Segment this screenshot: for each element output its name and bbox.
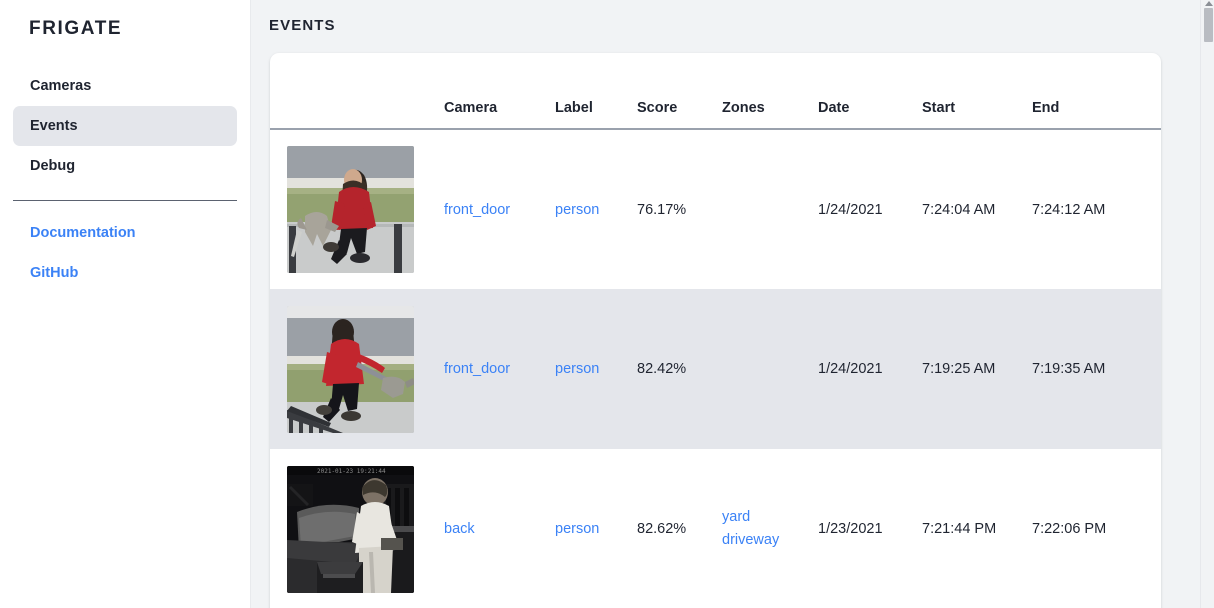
event-camera-link[interactable]: front_door: [444, 201, 511, 218]
event-date-cell: 1/23/2021: [818, 521, 883, 537]
table-row[interactable]: front_door person 82.42% 1/24/2021 7:19:…: [270, 289, 1161, 449]
event-thumbnail-cell: [270, 129, 444, 289]
sidebar-item-debug[interactable]: Debug: [13, 146, 237, 186]
event-label-link[interactable]: person: [555, 521, 600, 537]
event-label-cell: person: [555, 129, 637, 289]
event-end-cell: 7:19:35 AM: [1032, 289, 1161, 449]
event-score-cell: 76.17%: [637, 201, 687, 218]
sidebar-external-links: Documentation GitHub: [0, 213, 250, 293]
column-header-label: Label: [555, 100, 593, 116]
event-thumbnail-image[interactable]: [287, 305, 414, 433]
event-zones-cell: yard driveway: [722, 449, 818, 608]
sidebar-link-github[interactable]: GitHub: [30, 265, 79, 281]
column-header-zones: Zones: [722, 100, 765, 116]
event-thumbnail-image[interactable]: [287, 146, 414, 273]
column-header-start: Start: [922, 100, 956, 116]
event-camera-link[interactable]: front_door: [444, 361, 511, 377]
event-score-cell: 82.42%: [637, 289, 722, 449]
sidebar: FRIGATE Cameras Events Debug Documentati…: [0, 0, 251, 608]
main-content: EVENTS Camera Label Score Zones Date Sta…: [251, 0, 1214, 608]
event-zones-cell: [722, 129, 818, 289]
column-header-score: Score: [637, 100, 678, 116]
event-start-cell: 7:19:25 AM: [922, 289, 1032, 449]
event-score-cell: 82.62%: [637, 521, 687, 537]
sidebar-item-cameras[interactable]: Cameras: [13, 66, 237, 106]
event-end-cell: 7:22:06 PM: [1032, 521, 1107, 537]
event-zone-link[interactable]: driveway: [722, 532, 780, 548]
event-zone-link[interactable]: yard: [722, 509, 751, 525]
sidebar-nav: Cameras Events Debug: [0, 66, 250, 186]
event-camera-cell: front_door: [444, 289, 555, 449]
sidebar-item-label: Debug: [30, 158, 76, 174]
events-table-head: Camera Label Score Zones Date Start End: [270, 53, 1161, 129]
event-label-cell: person: [555, 449, 637, 608]
event-date-cell: 1/24/2021: [818, 201, 883, 218]
event-zones-cell: [722, 289, 818, 449]
event-thumbnail-cell: [270, 289, 444, 449]
events-table-body: front_door person 76.17% 1/24/2021 7:24:…: [270, 129, 1161, 608]
sidebar-item-label: Cameras: [30, 78, 92, 94]
events-card: Camera Label Score Zones Date Start End: [270, 53, 1161, 608]
table-row[interactable]: front_door person 76.17% 1/24/2021 7:24:…: [270, 129, 1161, 289]
events-table: Camera Label Score Zones Date Start End: [270, 53, 1161, 608]
event-start-cell: 7:21:44 PM: [922, 521, 997, 537]
event-end-cell: 7:24:12 AM: [1032, 201, 1106, 218]
event-label-link[interactable]: person: [555, 361, 600, 377]
sidebar-divider: [13, 200, 237, 201]
event-camera-cell: back: [444, 449, 555, 608]
event-camera-cell: front_door: [444, 129, 555, 289]
event-thumbnail-cell: 2021-01-23 19:21:44: [270, 449, 444, 608]
scrollbar-thumb[interactable]: [1204, 8, 1213, 42]
event-thumbnail-image[interactable]: 2021-01-23 19:21:44: [287, 465, 414, 593]
column-header-end: End: [1032, 100, 1060, 116]
sidebar-item-events[interactable]: Events: [13, 106, 237, 146]
event-label-link[interactable]: person: [555, 201, 600, 218]
page-title: EVENTS: [269, 17, 336, 34]
column-header-date: Date: [818, 100, 850, 116]
app-brand-title: FRIGATE: [29, 18, 123, 39]
event-label-cell: person: [555, 289, 637, 449]
sidebar-link-documentation[interactable]: Documentation: [30, 225, 136, 241]
event-start-cell: 7:24:04 AM: [922, 201, 996, 218]
event-camera-link[interactable]: back: [444, 521, 475, 537]
sidebar-item-label: Events: [30, 118, 78, 134]
event-date-cell: 1/24/2021: [818, 289, 922, 449]
svg-text:2021-01-23 19:21:44: 2021-01-23 19:21:44: [317, 468, 386, 475]
table-header-row: Camera Label Score Zones Date Start End: [270, 53, 1161, 129]
table-row[interactable]: 2021-01-23 19:21:44: [270, 449, 1161, 608]
page-scrollbar[interactable]: [1200, 0, 1214, 608]
column-header-camera: Camera: [444, 100, 498, 116]
scroll-up-arrow-icon[interactable]: [1205, 1, 1213, 6]
column-header-thumbnail: [270, 53, 444, 129]
